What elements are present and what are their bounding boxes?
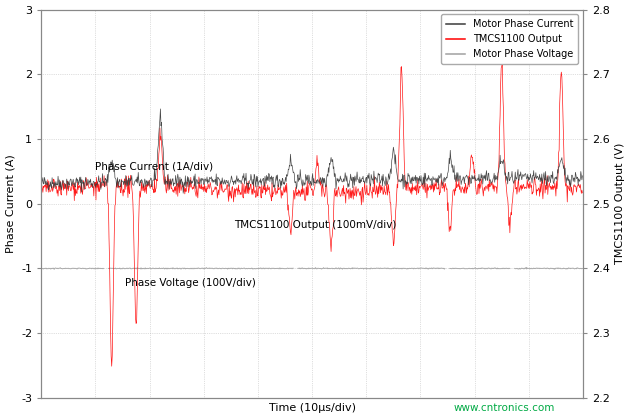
Text: Phase Voltage (100V/div): Phase Voltage (100V/div) — [125, 278, 256, 288]
Legend: Motor Phase Current, TMCS1100 Output, Motor Phase Voltage: Motor Phase Current, TMCS1100 Output, Mo… — [440, 14, 578, 64]
Y-axis label: TMCS1100 Output (V): TMCS1100 Output (V) — [615, 143, 625, 264]
X-axis label: Time (10μs/div): Time (10μs/div) — [269, 403, 356, 414]
Text: Phase Current (1A/div): Phase Current (1A/div) — [95, 162, 213, 172]
Text: TMCS1100 Output (100mV/div): TMCS1100 Output (100mV/div) — [233, 220, 396, 230]
Y-axis label: Phase Current (A): Phase Current (A) — [6, 154, 16, 253]
Text: www.cntronics.com: www.cntronics.com — [454, 403, 555, 413]
